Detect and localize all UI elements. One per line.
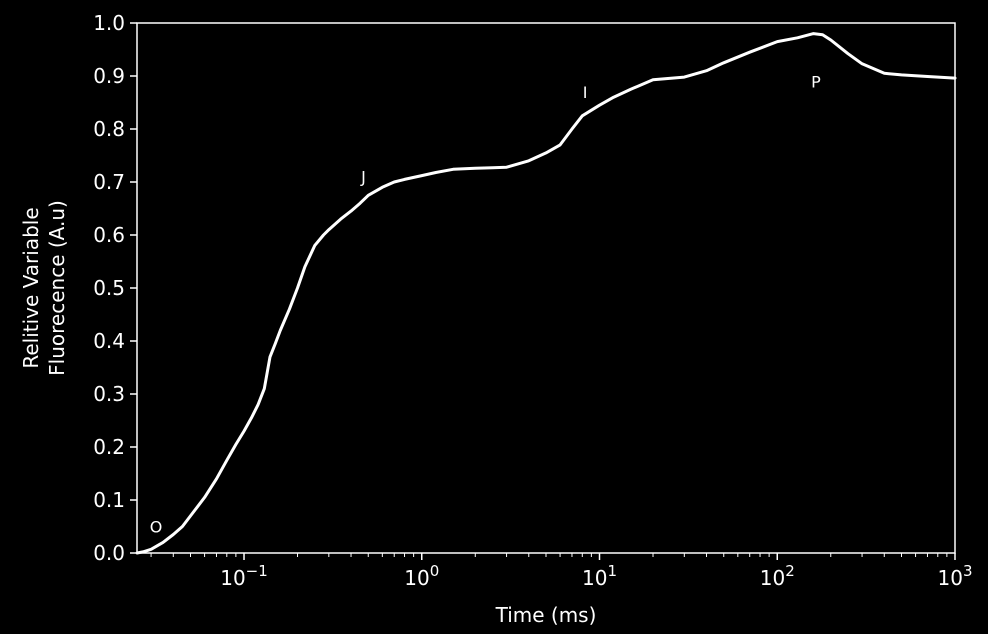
x-axis: 10−1 100 101 102 103: [150, 553, 973, 590]
phase-label-j: J: [360, 168, 366, 187]
y-tick-label: 0.0: [93, 541, 125, 565]
x-tick-label: 10−1: [220, 562, 268, 590]
phase-label-o: O: [150, 518, 163, 537]
y-tick-label: 0.1: [93, 488, 125, 512]
y-tick-label: 1.0: [93, 11, 125, 35]
y-axis: 0.0 0.1 0.2 0.3 0.4 0.5 0.6 0.7 0.8 0.9 1.0: [93, 11, 137, 565]
y-tick-label: 0.2: [93, 435, 125, 459]
y-axis-title-line-2: Fluorecence (A.u): [45, 200, 69, 376]
y-axis-title-line-1: Relitive Variable: [19, 207, 43, 368]
plot-area: [135, 32, 957, 555]
annotations: O J I P: [150, 72, 822, 537]
x-tick-label: 103: [938, 562, 973, 590]
phase-label-p: P: [811, 72, 821, 91]
y-tick-label: 0.5: [93, 276, 125, 300]
y-tick-label: 0.3: [93, 382, 125, 406]
x-tick-label: 101: [582, 562, 617, 590]
y-tick-label: 0.9: [93, 64, 125, 88]
x-tick-label: 100: [404, 562, 439, 590]
y-tick-label: 0.4: [93, 329, 125, 353]
y-tick-label: 0.7: [93, 170, 125, 194]
phase-label-i: I: [583, 83, 588, 102]
y-tick-label: 0.6: [93, 223, 125, 247]
y-tick-label: 0.8: [93, 117, 125, 141]
fluorescence-series-line: [135, 32, 957, 555]
x-axis-title: Time (ms): [495, 603, 597, 627]
x-tick-label: 102: [760, 562, 795, 590]
